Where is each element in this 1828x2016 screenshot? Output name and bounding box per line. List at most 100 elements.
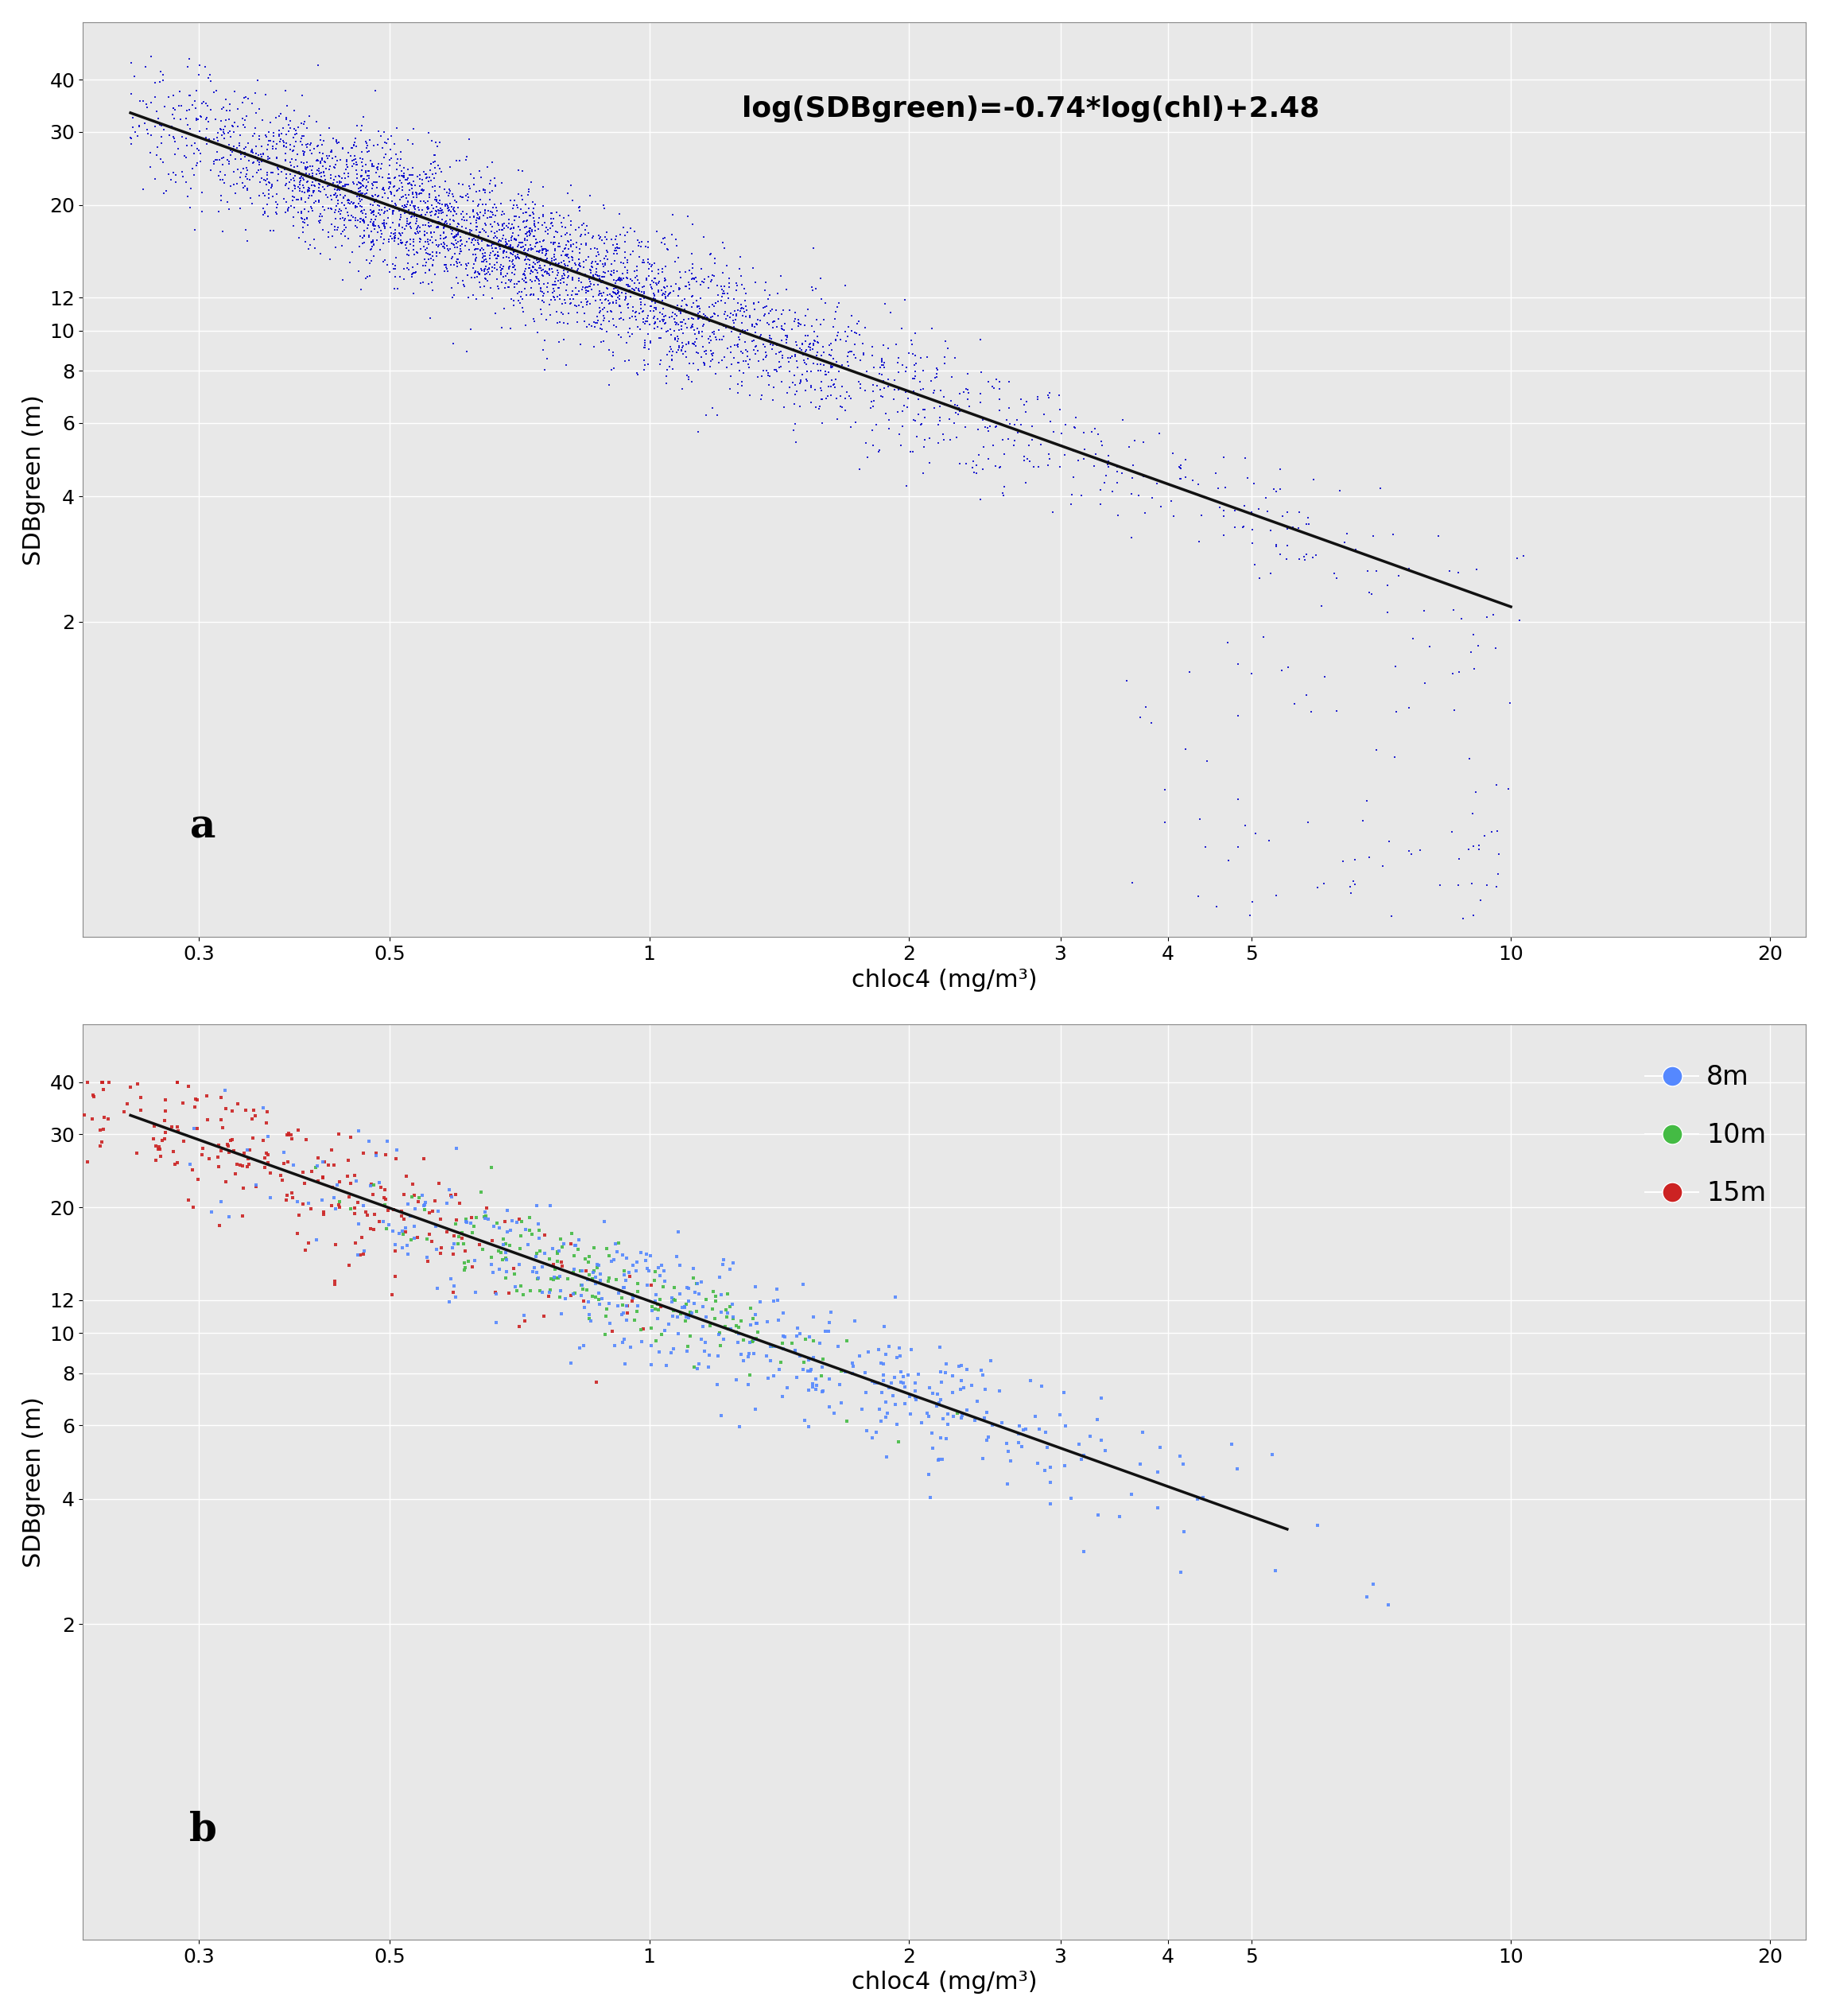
- Point: [808, 1375, 837, 1407]
- Point: [631, 1244, 660, 1276]
- Point: [558, 264, 587, 296]
- Point: [238, 187, 267, 220]
- Point: [172, 95, 201, 127]
- Point: [788, 327, 817, 359]
- Point: [541, 244, 570, 276]
- Point: [945, 377, 974, 409]
- Point: [753, 1363, 782, 1395]
- Point: [768, 365, 797, 397]
- Point: [665, 296, 695, 329]
- Point: [762, 278, 792, 310]
- Point: [607, 276, 636, 308]
- Point: [594, 304, 623, 337]
- Point: [148, 145, 177, 177]
- Point: [1183, 468, 1212, 500]
- Point: [488, 236, 517, 268]
- Point: [724, 329, 753, 361]
- Point: [521, 260, 550, 292]
- Point: [494, 1276, 523, 1308]
- Point: [356, 179, 386, 212]
- Point: [603, 276, 632, 308]
- Point: [596, 296, 625, 329]
- Point: [207, 143, 236, 175]
- Point: [1477, 816, 1506, 849]
- Point: [558, 240, 587, 272]
- Point: [442, 1133, 472, 1165]
- Point: [325, 1191, 355, 1224]
- Point: [1358, 1568, 1387, 1601]
- Point: [439, 248, 468, 280]
- Point: [314, 1149, 344, 1181]
- Point: [503, 210, 532, 242]
- Point: [706, 323, 735, 355]
- Point: [366, 200, 395, 232]
- Point: [678, 1296, 707, 1329]
- Point: [375, 220, 404, 252]
- Point: [389, 214, 419, 246]
- Point: [358, 240, 388, 272]
- Point: [569, 252, 598, 284]
- Point: [642, 1256, 671, 1288]
- Point: [1223, 647, 1252, 679]
- Point: [799, 329, 828, 361]
- Point: [369, 198, 399, 230]
- Point: [247, 145, 276, 177]
- Point: [874, 1331, 903, 1363]
- Point: [601, 1236, 631, 1268]
- Point: [910, 423, 940, 456]
- Point: [292, 202, 322, 234]
- Point: [179, 137, 208, 169]
- Point: [722, 298, 751, 331]
- Point: [375, 1210, 404, 1242]
- Point: [806, 373, 835, 405]
- Point: [305, 238, 335, 270]
- Point: [249, 1125, 278, 1157]
- Point: [691, 347, 720, 379]
- Point: [684, 296, 713, 329]
- Point: [744, 345, 773, 377]
- Point: [1175, 655, 1205, 687]
- Point: [1285, 496, 1314, 528]
- Point: [813, 371, 843, 403]
- Point: [119, 111, 148, 143]
- Point: [464, 1228, 494, 1260]
- Point: [742, 1306, 771, 1339]
- Point: [324, 183, 353, 216]
- Point: [442, 218, 472, 250]
- Point: [539, 204, 569, 236]
- Point: [930, 325, 960, 357]
- Point: [724, 355, 753, 387]
- Point: [292, 165, 322, 198]
- Point: [793, 1343, 823, 1375]
- Point: [192, 127, 221, 159]
- Point: [859, 369, 888, 401]
- Point: [287, 196, 316, 228]
- Point: [150, 1105, 179, 1137]
- Point: [592, 224, 622, 256]
- Point: [300, 1151, 329, 1183]
- Point: [1444, 556, 1473, 589]
- Point: [762, 329, 792, 361]
- Point: [356, 226, 386, 258]
- Point: [212, 1165, 241, 1198]
- Point: [400, 194, 430, 226]
- Point: [287, 123, 316, 155]
- Point: [579, 258, 609, 290]
- Point: [627, 246, 656, 278]
- Point: [170, 1125, 199, 1157]
- Point: [691, 335, 720, 367]
- Point: [611, 226, 640, 258]
- Point: [1210, 472, 1239, 504]
- Point: [329, 133, 358, 165]
- Point: [218, 135, 247, 167]
- Point: [618, 264, 647, 296]
- Point: [753, 369, 782, 401]
- Point: [1336, 877, 1366, 909]
- Point: [384, 173, 413, 206]
- Point: [276, 149, 305, 181]
- Point: [428, 230, 457, 262]
- Point: [1126, 1447, 1155, 1480]
- Point: [208, 93, 238, 125]
- Point: [351, 171, 380, 204]
- Point: [742, 308, 771, 341]
